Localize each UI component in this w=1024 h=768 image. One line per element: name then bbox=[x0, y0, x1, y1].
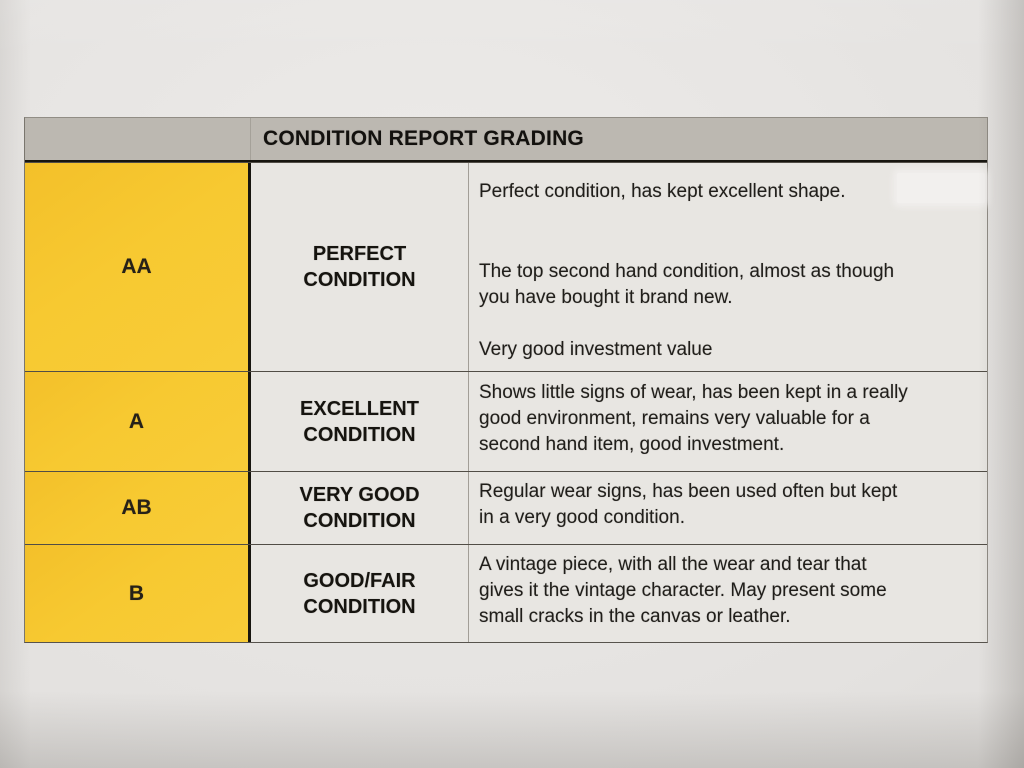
description-line: second hand item, good investment. bbox=[479, 433, 785, 455]
table-row-aa: AA PERFECT CONDITION Perfect condition, … bbox=[25, 162, 987, 371]
table-header-row: CONDITION REPORT GRADING bbox=[25, 118, 987, 162]
grade-cell-ab: AB bbox=[25, 472, 251, 544]
description-line: A vintage piece, with all the wear and t… bbox=[479, 553, 867, 575]
description-cell-a: Shows little signs of wear, has been kep… bbox=[469, 372, 987, 471]
table-row-a: A EXCELLENT CONDITION Shows little signs… bbox=[25, 371, 987, 471]
description-paragraph: A vintage piece, with all the wear and t… bbox=[479, 552, 981, 630]
condition-name-line: CONDITION bbox=[303, 595, 416, 618]
description-line: Regular wear signs, has been used often … bbox=[479, 481, 898, 502]
description-line: small cracks in the canvas or leather. bbox=[479, 605, 791, 627]
description-paragraph: The top second hand condition, almost as… bbox=[479, 259, 981, 311]
description-line: Shows little signs of wear, has been kep… bbox=[479, 381, 908, 403]
table-row-ab: AB VERY GOOD CONDITION Regular wear sign… bbox=[25, 471, 987, 544]
grade-cell-a: A bbox=[25, 372, 251, 471]
condition-name-cell-b: GOOD/FAIR CONDITION bbox=[251, 545, 469, 642]
description-cell-ab: Regular wear signs, has been used often … bbox=[469, 472, 987, 544]
condition-name-cell-ab: VERY GOOD CONDITION bbox=[251, 472, 469, 544]
description-paragraph: Very good investment value bbox=[479, 337, 981, 363]
description-paragraph: Shows little signs of wear, has been kep… bbox=[479, 380, 981, 458]
table-title: CONDITION REPORT GRADING bbox=[263, 127, 584, 150]
condition-name-line: VERY GOOD bbox=[299, 484, 420, 506]
grade-label: AA bbox=[121, 255, 152, 278]
grade-label: A bbox=[128, 409, 145, 433]
description-line: in a very good condition. bbox=[479, 507, 685, 528]
description-cell-b: A vintage piece, with all the wear and t… bbox=[469, 545, 987, 642]
description-line: you have bought it brand new. bbox=[479, 287, 733, 308]
condition-grading-table: CONDITION REPORT GRADING AA PERFECT COND… bbox=[24, 117, 988, 643]
grade-cell-aa: AA bbox=[25, 163, 251, 371]
condition-name-cell-aa: PERFECT CONDITION bbox=[251, 163, 469, 371]
header-grade-column-spacer bbox=[25, 118, 251, 160]
description-line: Perfect condition, has kept excellent sh… bbox=[479, 181, 846, 202]
description-line: gives it the vintage character. May pres… bbox=[479, 579, 887, 601]
condition-name-line: CONDITION bbox=[303, 510, 416, 532]
description-line: The top second hand condition, almost as… bbox=[479, 261, 895, 282]
description-line: good environment, remains very valuable … bbox=[479, 407, 870, 429]
grade-label: B bbox=[128, 581, 145, 605]
condition-name-line: GOOD/FAIR bbox=[303, 569, 416, 592]
condition-name-line: CONDITION bbox=[303, 269, 416, 291]
whiteout-patch bbox=[897, 173, 985, 203]
description-line: Very good investment value bbox=[479, 339, 713, 360]
condition-name-line: EXCELLENT bbox=[300, 397, 419, 420]
condition-name-line: PERFECT bbox=[312, 243, 407, 265]
grade-label: AB bbox=[121, 496, 152, 519]
description-paragraph: Perfect condition, has kept excellent sh… bbox=[479, 179, 981, 205]
table-row-b: B GOOD/FAIR CONDITION A vintage piece, w… bbox=[25, 544, 987, 642]
condition-name-line: CONDITION bbox=[303, 423, 416, 446]
grade-cell-b: B bbox=[25, 545, 251, 642]
condition-name-cell-a: EXCELLENT CONDITION bbox=[251, 372, 469, 471]
description-paragraph: Regular wear signs, has been used often … bbox=[479, 479, 981, 531]
